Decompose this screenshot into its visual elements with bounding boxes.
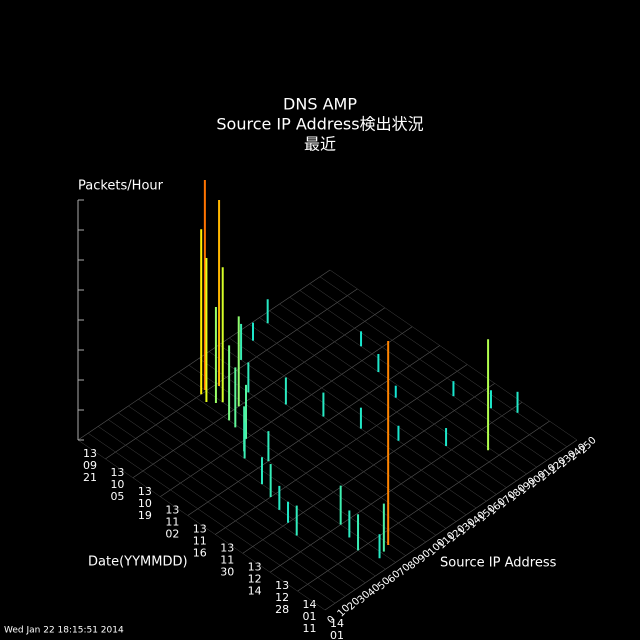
grid-line: [108, 419, 356, 590]
grid-line: [187, 345, 440, 516]
grid-line: [215, 364, 468, 535]
grid-line: [309, 283, 557, 454]
grid-line: [319, 276, 568, 448]
x-tick-label: 01: [303, 610, 317, 623]
x-tick-label: 10: [110, 478, 124, 491]
grid-line: [239, 330, 487, 502]
x-tick-label: 12: [275, 591, 289, 604]
grid-line: [128, 405, 376, 577]
x-tick-label: 11: [165, 516, 179, 529]
x-tick-label: 19: [138, 509, 152, 522]
x-tick-label: 12: [248, 572, 262, 585]
x-tick-label: 16: [193, 547, 207, 560]
grid-line: [168, 378, 416, 550]
z-axis-label: Packets/Hour: [78, 179, 164, 194]
grid-line: [269, 401, 523, 573]
x-tick-label: 13: [83, 447, 97, 460]
x-tick-label: 02: [165, 528, 179, 541]
grid-line: [148, 392, 396, 563]
x-tick-label: 11: [303, 622, 317, 635]
grid-line: [297, 420, 550, 592]
x-tick-label: 01: [330, 629, 344, 640]
x-tick-label: 13: [220, 541, 234, 554]
x-tick-label: 11: [220, 553, 234, 566]
x-tick-label: 13: [138, 485, 152, 498]
x-tick-label: 13: [193, 523, 207, 536]
grid-line: [105, 288, 358, 460]
grid-line: [259, 317, 507, 488]
x-tick-label: 14: [330, 617, 344, 630]
grid-line: [324, 439, 578, 611]
grid-line: [208, 351, 457, 522]
grid-line: [158, 385, 406, 556]
grid-line: [198, 358, 447, 529]
chart-title: Source IP Address検出状況: [216, 115, 423, 134]
grid-line: [87, 432, 336, 604]
x-tick-label: 14: [248, 584, 262, 597]
grid-line: [279, 303, 527, 475]
x-tick-label: 11: [193, 535, 207, 548]
grid-line: [329, 269, 578, 441]
x-tick-label: 13: [110, 466, 124, 479]
x-tick-label: 14: [303, 598, 317, 611]
grid-line: [269, 310, 517, 482]
grid-line: [98, 426, 346, 597]
grid-line: [77, 439, 326, 611]
chart-title: DNS AMP: [283, 95, 357, 114]
grid-line: [229, 337, 477, 509]
x-tick-label: 28: [275, 603, 289, 616]
x-tick-label: 13: [248, 560, 262, 573]
x-axis-label: Date(YYMMDD): [88, 555, 188, 570]
x-tick-label: 21: [83, 471, 97, 484]
timestamp: Wed Jan 22 18:15:51 2014: [4, 626, 124, 636]
grid-line: [118, 412, 366, 584]
grid-line: [160, 326, 413, 497]
x-tick-label: 10: [138, 497, 152, 510]
grid-line: [132, 307, 386, 479]
chart-title: 最近: [304, 135, 336, 154]
grid-line: [249, 324, 497, 495]
grid-line: [218, 344, 467, 516]
x-tick-label: 13: [275, 579, 289, 592]
grid-line: [299, 290, 547, 461]
x-tick-label: 05: [110, 490, 124, 503]
x-tick-label: 30: [220, 565, 234, 578]
grid-line: [242, 383, 495, 554]
x-tick-label: 09: [83, 459, 97, 472]
grid-line: [289, 296, 537, 468]
x-tick-label: 13: [165, 504, 179, 517]
ip-axis-label: Source IP Address: [440, 556, 557, 571]
